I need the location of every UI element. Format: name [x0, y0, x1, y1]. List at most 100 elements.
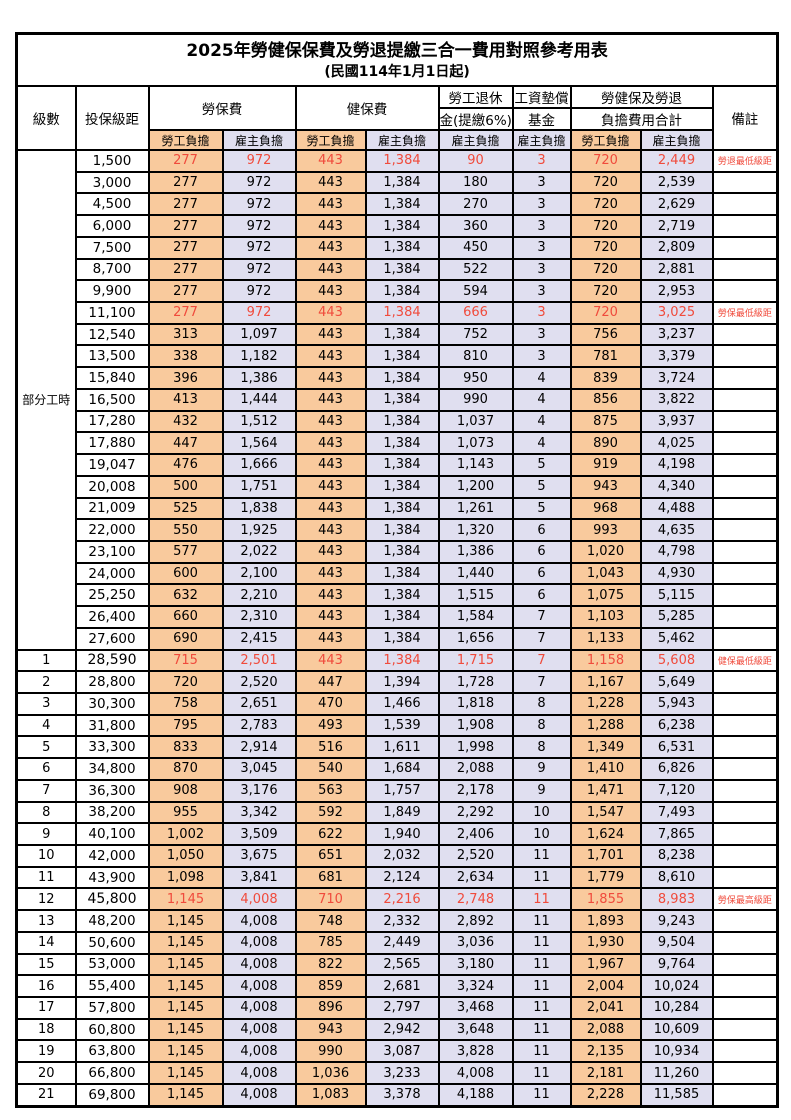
col-header-pension-top: 勞工退休 [437, 85, 514, 109]
cell-remark [711, 1039, 779, 1064]
cell-value: 1,145 [147, 996, 224, 1020]
table-row: 12 45,800 1,145 4,008 710 2,216 2,748 11 1,855 8,… [15, 887, 779, 912]
cell-value: 516 [294, 735, 367, 760]
cell-value: 1,145 [147, 1039, 224, 1064]
cell-value: 1,384 [364, 257, 440, 282]
cell-value: 443 [294, 409, 367, 434]
cell-value: 1,349 [569, 735, 642, 760]
col-header-total-bottom: 負擔費用合計 [569, 107, 714, 131]
cell-value: 5 [511, 496, 572, 521]
cell-remark [711, 713, 779, 738]
cell-remark [711, 822, 779, 846]
cell-value: 4,198 [639, 453, 714, 477]
cell-value: 443 [294, 474, 367, 499]
cell-value: 2,181 [569, 1061, 642, 1085]
cell-value: 443 [294, 518, 367, 542]
cell-value: 1,182 [221, 344, 297, 369]
table-row: 22,000 550 1,925 443 1,384 1,320 6 993 4,635 [17, 518, 779, 542]
cell-value: 277 [147, 301, 224, 325]
cell-value: 1,043 [569, 561, 642, 586]
cell-value: 2,041 [569, 996, 642, 1020]
cell-bracket: 17,280 [74, 409, 150, 434]
cell-value: 1,384 [364, 626, 440, 651]
cell-bracket: 9,900 [74, 279, 150, 304]
table-row: 16,500 413 1,444 443 1,384 990 4 856 3,822 [17, 387, 779, 412]
cell-value: 955 [147, 800, 224, 825]
cell-value: 443 [294, 387, 367, 412]
cell-value: 972 [221, 149, 297, 173]
cell-bracket: 23,100 [74, 539, 150, 564]
cell-value: 4 [511, 387, 572, 412]
col-header-pension-bottom: 金(提繳6%) [437, 107, 514, 131]
cell-value: 1,384 [364, 496, 440, 521]
cell-value: 277 [147, 257, 224, 282]
page-subtitle: (民國114年1月1日起) [324, 63, 470, 80]
cell-value: 432 [147, 409, 224, 434]
cell-level: 5 [15, 735, 77, 760]
cell-value: 313 [147, 322, 224, 347]
subheader-health-employer-share: 雇主負擔 [364, 129, 440, 151]
col-header-health-insurance: 健保費 [294, 85, 440, 131]
cell-value: 4,340 [639, 474, 714, 499]
cell-value: 4,798 [639, 539, 714, 564]
cell-value: 2,216 [364, 887, 440, 912]
col-header-labor-insurance: 勞保費 [147, 85, 297, 131]
cell-value: 1,002 [147, 822, 224, 846]
cell-value: 822 [294, 952, 367, 977]
cell-remark [711, 214, 779, 238]
cell-value: 972 [221, 235, 297, 260]
cell-value: 1,893 [569, 909, 642, 933]
cell-bracket: 53,000 [74, 952, 150, 977]
cell-value: 5 [511, 453, 572, 477]
cell-value: 919 [569, 453, 642, 477]
cell-level: 14 [15, 930, 77, 955]
cell-value: 3 [511, 279, 572, 304]
cell-value: 443 [294, 257, 367, 282]
cell-value: 270 [437, 192, 514, 217]
cell-value: 10,024 [639, 974, 714, 999]
col-header-total-top: 勞健保及勞退 [569, 85, 714, 109]
cell-value: 993 [569, 518, 642, 542]
cell-value: 1,384 [364, 605, 440, 629]
cell-value: 1,849 [364, 800, 440, 825]
cell-value: 1,145 [147, 909, 224, 933]
cell-value: 1,410 [569, 757, 642, 781]
cell-value: 1,261 [437, 496, 514, 521]
cell-value: 450 [437, 235, 514, 260]
cell-value: 1,656 [437, 626, 514, 651]
cell-level: 20 [15, 1061, 77, 1085]
table-row: 9,900 277 972 443 1,384 594 3 720 2,953 [17, 279, 779, 304]
cell-value: 4,008 [221, 930, 297, 955]
cell-value: 720 [569, 279, 642, 304]
table-row: 27,600 690 2,415 443 1,384 1,656 7 1,133 5,462 [17, 626, 779, 651]
cell-value: 1,384 [364, 366, 440, 390]
cell-value: 3,342 [221, 800, 297, 825]
cell-value: 1,384 [364, 322, 440, 347]
cell-value: 943 [294, 1017, 367, 1042]
cell-value: 3,180 [437, 952, 514, 977]
cell-remark [711, 974, 779, 999]
cell-value: 2,520 [437, 844, 514, 868]
cell-value: 2,310 [221, 605, 297, 629]
cell-remark [711, 1061, 779, 1085]
cell-bracket: 11,100 [74, 301, 150, 325]
cell-value: 1,145 [147, 887, 224, 912]
cell-value: 11 [511, 1082, 572, 1108]
table-row: 11 43,900 1,098 3,841 681 2,124 2,634 11 1,779 8,… [15, 865, 779, 890]
cell-value: 8,610 [639, 865, 714, 890]
cell-value: 11 [511, 1017, 572, 1042]
cell-value: 360 [437, 214, 514, 238]
cell-bracket: 3,000 [74, 170, 150, 195]
cell-value: 972 [221, 279, 297, 304]
cell-value: 4,008 [221, 1017, 297, 1042]
cell-value: 9 [511, 778, 572, 803]
cell-value: 1,818 [437, 691, 514, 716]
cell-value: 3 [511, 192, 572, 217]
cell-value: 592 [294, 800, 367, 825]
table-row: 11,100 277 972 443 1,384 666 3 720 3,025 勞保最低級距 [17, 301, 779, 325]
cell-bracket: 50,600 [74, 930, 150, 955]
cell-value: 681 [294, 865, 367, 890]
cell-value: 3,087 [364, 1039, 440, 1064]
cell-value: 2,292 [437, 800, 514, 825]
cell-value: 2,449 [364, 930, 440, 955]
